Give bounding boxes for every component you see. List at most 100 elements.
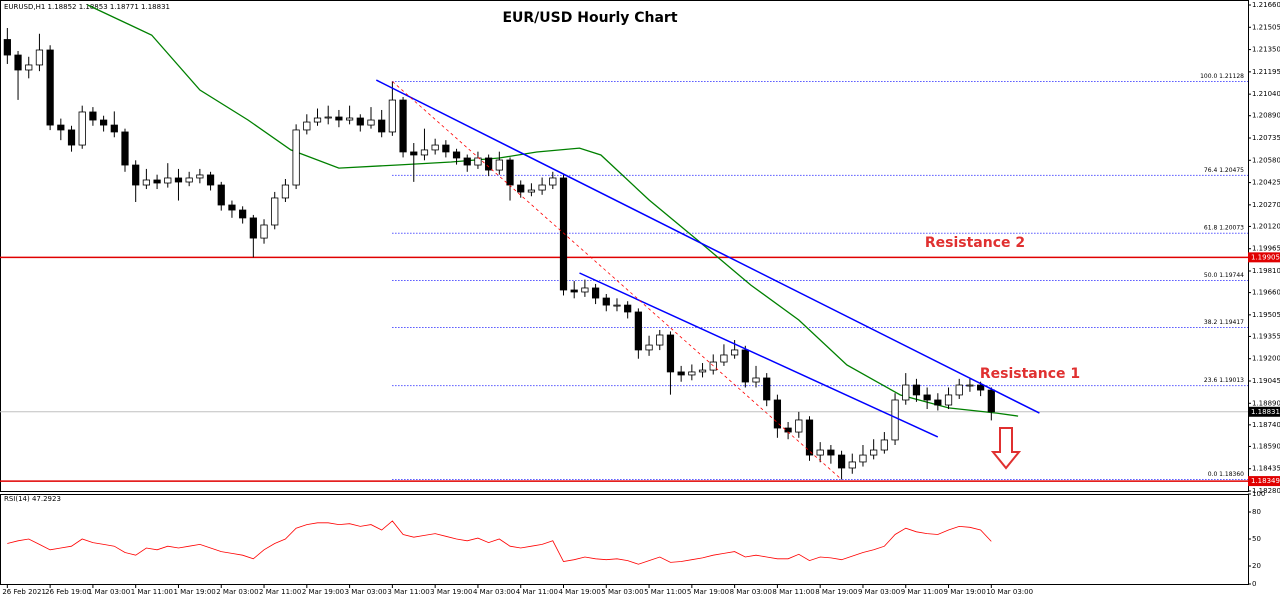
candle-body [142,179,150,186]
trendline [392,81,842,480]
y-tick-label: 1.18590 [1252,442,1280,450]
candle-body [731,349,739,356]
y-tick-label: 1.18280 [1252,487,1280,495]
candle-body [527,189,536,193]
y-tick-label: 1.20120 [1252,222,1280,230]
annotation: Resistance 2 [925,235,1025,251]
candle-body [688,371,696,376]
candle-body [891,399,899,441]
x-tick-label: 1 Mar 19:00 [173,588,215,596]
x-tick-label: 2 Mar 03:00 [216,588,258,596]
x-tick-label: 5 Mar 19:00 [687,588,729,596]
candle-body [25,64,33,71]
level-box [1248,476,1280,487]
x-tick-label: 9 Mar 03:00 [858,588,900,596]
candle-body [388,99,396,133]
fib-label: 50.0 1.19744 [1204,272,1244,279]
y-tick-label: 1.21040 [1252,90,1280,98]
candle-body [185,177,193,183]
candle-body [121,131,129,166]
candle-body [452,151,461,159]
candle-body [870,449,878,456]
candle-body [816,449,824,456]
x-tick-label: 5 Mar 03:00 [601,588,643,596]
y-tick-label: 1.21505 [1252,23,1280,31]
fib-label: 76.4 1.20475 [1204,167,1244,174]
candle-body [249,217,257,239]
level-box [1248,406,1280,417]
candle-body [763,377,771,401]
y-tick-label: 1.19200 [1252,355,1280,363]
y-tick-label: 1.20890 [1252,112,1280,120]
candle-body [99,119,108,126]
x-tick-label: 1 Mar 03:00 [88,588,130,596]
candle-body [335,116,343,121]
fib-label: 61.8 1.20073 [1204,225,1244,232]
candle-body [217,184,225,206]
candle-body [912,384,921,396]
candle-body [420,149,429,156]
candle-body [977,384,985,391]
candle-body [752,377,760,383]
y-tick-label: 1.21195 [1252,68,1280,76]
candle-body [153,179,161,184]
level-box [1248,252,1280,263]
candle-body [46,49,54,126]
x-tick-label: 4 Mar 03:00 [473,588,515,596]
y-tick-label: 1.18890 [1252,399,1280,407]
rsi-tick-label: 50 [1252,535,1261,543]
candle-body [902,384,910,401]
candle-body [656,334,664,346]
candle-body [955,384,963,396]
candle-body [196,174,204,179]
candle-body [67,129,76,146]
y-tick-label: 1.20425 [1252,179,1280,187]
rsi-tick-label: 20 [1252,562,1261,570]
rsi-line [7,520,992,565]
level-label: 1.18831 [1251,408,1280,416]
trendline [375,79,1040,414]
candle-body [174,177,183,183]
candle-body [164,177,172,184]
fib-label: 100.0 1.21128 [1200,73,1244,80]
y-tick-label: 1.18435 [1252,465,1280,473]
x-tick-label: 3 Mar 11:00 [387,588,429,596]
candle-body [57,124,65,131]
candle-body [206,174,215,186]
candle-body [570,289,578,293]
candle-body [944,394,953,406]
candle-body [559,177,568,291]
fib-label: 23.6 1.19013 [1204,377,1244,384]
rsi-title: RSI(14) 47.2923 [4,495,61,503]
candle-body [624,304,632,313]
x-tick-label: 8 Mar 03:00 [730,588,772,596]
y-tick-label: 1.19810 [1252,267,1280,275]
y-tick-label: 1.19505 [1252,311,1280,319]
rsi-tick-label: 100 [1252,490,1265,498]
candle-body [848,461,856,469]
candle-body [880,439,888,451]
rsi-tick-label: 80 [1252,508,1261,516]
candle-body [666,334,675,373]
y-tick-label: 1.20735 [1252,134,1280,142]
trendline [579,272,939,438]
x-tick-label: 9 Mar 19:00 [944,588,986,596]
candle-body [78,111,86,146]
candle-body [495,159,503,171]
candle-body [485,157,493,171]
candle-body [313,117,322,123]
candle-body [698,369,707,373]
x-tick-label: 3 Mar 19:00 [430,588,472,596]
candle-body [35,49,44,66]
candle-body [634,311,642,351]
candle-body [303,121,311,131]
x-tick-label: 3 Mar 03:00 [345,588,387,596]
y-tick-label: 1.19355 [1252,332,1280,340]
y-tick-label: 1.19660 [1252,289,1280,297]
candle-body [271,197,279,226]
candle-body [549,177,557,186]
candle-body [741,349,749,383]
candle-body [591,287,600,299]
x-tick-label: 2 Mar 19:00 [302,588,344,596]
candle-body [356,117,364,126]
